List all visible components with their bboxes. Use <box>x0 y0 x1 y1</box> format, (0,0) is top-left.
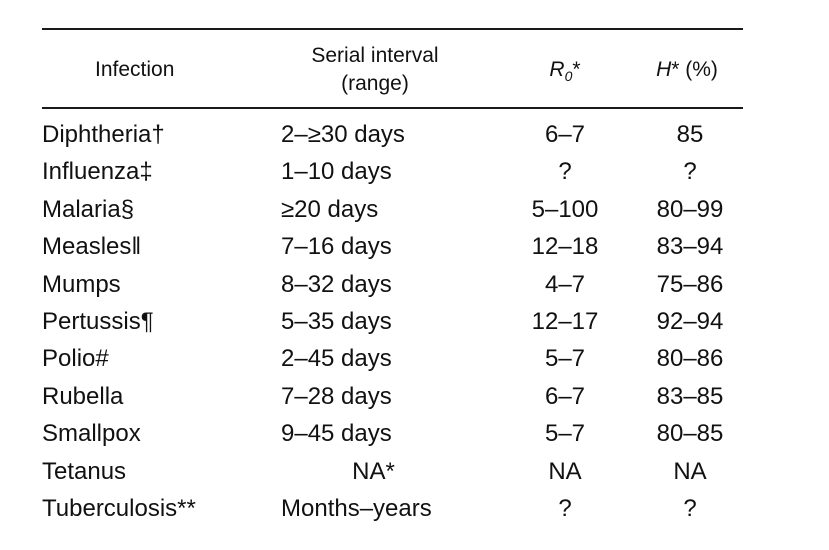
cell-infection: Influenza‡ <box>42 158 153 185</box>
table-row: Mumps 8–32 days 4–7 75–86 <box>0 266 829 303</box>
cell-r0: ? <box>558 495 572 522</box>
table-row: Rubella 7–28 days 6–7 83–85 <box>0 378 829 415</box>
cell-r0: 5–7 <box>544 345 586 372</box>
cell-serial-interval: 5–35 days <box>281 308 392 335</box>
cell-h: 80–99 <box>656 196 724 223</box>
table-row: Malaria§ ≥20 days 5–100 80–99 <box>0 191 829 228</box>
cell-infection: Rubella <box>42 383 124 410</box>
cell-infection: Tuberculosis** <box>42 495 196 522</box>
header-serial-line1: Serial interval <box>311 44 439 67</box>
cell-r0: 4–7 <box>544 271 586 298</box>
cell-r0: NA <box>548 458 582 485</box>
header-h-rest: * (%) <box>671 58 718 81</box>
table-row: Polio# 2–45 days 5–7 80–86 <box>0 340 829 377</box>
cell-h: 75–86 <box>656 271 724 298</box>
cell-r0: 5–7 <box>544 420 586 447</box>
header-h: H* (%) <box>632 56 742 84</box>
header-serial-interval: Serial interval (range) <box>285 42 465 98</box>
cell-r0: 12–18 <box>531 233 599 260</box>
table-top-rule <box>42 28 743 30</box>
table-row: Measles‖ 7–16 days 12–18 83–94 <box>0 228 829 265</box>
header-serial-line2: (range) <box>341 72 409 95</box>
cell-serial-interval: 2–45 days <box>281 345 392 372</box>
cell-r0: 12–17 <box>531 308 599 335</box>
table-header-rule <box>42 107 743 109</box>
cell-r0: 5–100 <box>531 196 599 223</box>
cell-h: 92–94 <box>656 308 724 335</box>
cell-r0: 6–7 <box>544 383 586 410</box>
cell-h: ? <box>683 495 697 522</box>
cell-infection: Malaria§ <box>42 196 135 223</box>
cell-h: NA <box>673 458 707 485</box>
cell-r0: ? <box>558 158 572 185</box>
cell-infection: Diphtheria† <box>42 121 165 148</box>
cell-infection: Measles‖ <box>42 233 142 260</box>
header-r0-sub: 0 <box>564 68 573 85</box>
table-row: Influenza‡ 1–10 days ? ? <box>0 153 829 190</box>
cell-serial-interval: 9–45 days <box>281 420 392 447</box>
header-r0: R0* <box>520 56 610 90</box>
cell-serial-interval: 7–16 days <box>281 233 392 260</box>
table-row: Tetanus NA* NA NA <box>0 453 829 490</box>
cell-h: 80–85 <box>656 420 724 447</box>
header-infection: Infection <box>95 58 175 81</box>
cell-h: ? <box>683 158 697 185</box>
cell-infection: Smallpox <box>42 420 141 447</box>
cell-infection: Polio# <box>42 345 109 372</box>
cell-h: 83–94 <box>656 233 724 260</box>
header-r0-mark: * <box>572 58 581 81</box>
cell-serial-interval: 7–28 days <box>281 383 392 410</box>
cell-r0: 6–7 <box>544 121 586 148</box>
cell-infection: Mumps <box>42 271 121 298</box>
cell-serial-interval: NA* <box>352 458 395 485</box>
cell-infection: Tetanus <box>42 458 127 485</box>
cell-infection: Pertussis¶ <box>42 308 154 335</box>
table-row: Diphtheria† 2–≥30 days 6–7 85 <box>0 116 829 153</box>
cell-serial-interval: 1–10 days <box>281 158 392 185</box>
table-row: Smallpox 9–45 days 5–7 80–85 <box>0 415 829 452</box>
header-r0-main: R <box>549 58 565 81</box>
cell-serial-interval: 2–≥30 days <box>281 121 405 148</box>
cell-serial-interval: Months–years <box>281 495 432 522</box>
table-row: Pertussis¶ 5–35 days 12–17 92–94 <box>0 303 829 340</box>
cell-serial-interval: 8–32 days <box>281 271 392 298</box>
cell-h: 85 <box>676 121 704 148</box>
cell-h: 83–85 <box>656 383 724 410</box>
header-h-main: H <box>656 58 672 81</box>
cell-h: 80–86 <box>656 345 724 372</box>
cell-serial-interval: ≥20 days <box>281 196 379 223</box>
table-row: Tuberculosis** Months–years ? ? <box>0 490 829 527</box>
